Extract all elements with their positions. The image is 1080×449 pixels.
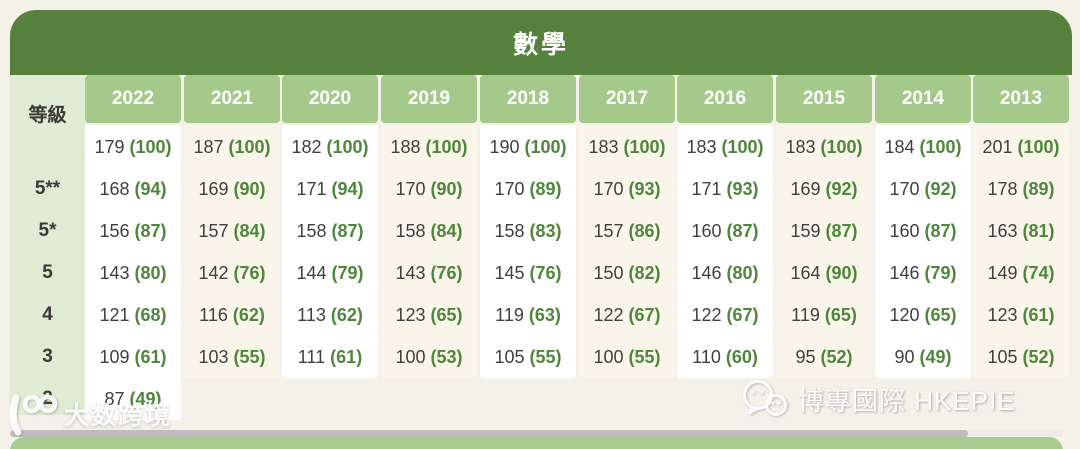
score-cell: 142 (76) [198, 263, 266, 283]
year-header-2021: 2021 [184, 75, 280, 123]
table-title: 數學 [512, 30, 569, 59]
column-background-2021 [184, 125, 280, 378]
score-cell: 90 (49) [894, 347, 952, 367]
column-background-2017 [579, 125, 675, 378]
score-cell: 146 (79) [889, 263, 957, 283]
score-cell: 150 (82) [593, 263, 661, 283]
score-cell: 183 (100) [686, 137, 764, 157]
year-header-2013: 2013 [973, 75, 1069, 123]
score-cell: 158 (87) [296, 221, 364, 241]
column-background-2015 [776, 125, 872, 378]
score-cell: 105 (52) [987, 347, 1055, 367]
score-cell: 119 (63) [495, 305, 561, 325]
score-cell: 149 (74) [987, 263, 1055, 283]
grade-label-5ss: 5** [34, 178, 61, 199]
year-header-2018: 2018 [480, 75, 576, 123]
score-cell: 146 (80) [691, 263, 759, 283]
score-cell: 95 (52) [795, 347, 853, 367]
column-background-2016 [677, 125, 773, 378]
score-cell: 201 (100) [982, 137, 1060, 157]
grade-column-background [10, 75, 85, 415]
score-cell: 123 (65) [395, 305, 463, 325]
score-cell: 158 (83) [494, 221, 562, 241]
score-cell: 145 (76) [494, 263, 562, 283]
score-cell: 87 (49) [104, 389, 162, 409]
watermark-bottom-right: 博專國際 HKEPIE [740, 378, 1016, 420]
grade-label-5s: 5* [38, 220, 57, 241]
score-cell: 188 (100) [390, 137, 468, 157]
score-cell: 171 (94) [296, 179, 364, 199]
score-cell: 169 (92) [790, 179, 858, 199]
score-cell: 157 (86) [593, 221, 661, 241]
grade-label-5: 5 [42, 262, 53, 283]
score-cell: 121 (68) [99, 305, 167, 325]
table-title-bar: 數學 [10, 10, 1072, 75]
score-cell: 120 (65) [889, 305, 957, 325]
score-cell: 171 (93) [691, 179, 759, 199]
column-background-2022 [85, 125, 181, 420]
wechat-icon [740, 378, 790, 420]
score-cell: 144 (79) [296, 263, 364, 283]
score-cell: 190 (100) [489, 137, 567, 157]
year-header-2016: 2016 [677, 75, 773, 123]
grade-label-4: 4 [42, 304, 53, 325]
next-section-header-bar [10, 437, 1063, 449]
score-cell: 122 (67) [593, 305, 661, 325]
score-cell: 169 (90) [198, 179, 266, 199]
score-cell: 168 (94) [99, 179, 167, 199]
column-background-2018 [480, 125, 576, 378]
score-cell: 123 (61) [987, 305, 1055, 325]
horizontal-scrollbar-thumb[interactable] [10, 430, 968, 437]
score-cell: 109 (61) [99, 347, 167, 367]
grade-label-2: 2 [42, 388, 53, 409]
grade-column-header: 等級 [28, 105, 67, 126]
watermark-text: 博專國際 HKEPIE [798, 385, 1016, 416]
score-cell: 170 (92) [889, 179, 957, 199]
score-cell: 183 (100) [588, 137, 666, 157]
score-cell: 170 (89) [494, 179, 562, 199]
score-cell: 111 (61) [297, 347, 363, 367]
year-header-2020: 2020 [282, 75, 378, 123]
score-cell: 170 (93) [593, 179, 661, 199]
column-background-2020 [282, 125, 378, 378]
year-header-2014: 2014 [875, 75, 971, 123]
score-cell: 158 (84) [395, 221, 463, 241]
score-cell: 178 (89) [987, 179, 1055, 199]
score-cell: 116 (62) [199, 305, 265, 325]
score-cell: 157 (84) [198, 221, 266, 241]
score-cell: 100 (53) [395, 347, 463, 367]
score-cell: 164 (90) [790, 263, 858, 283]
score-cell: 143 (80) [99, 263, 167, 283]
year-header-2017: 2017 [579, 75, 675, 123]
score-cell: 119 (65) [791, 305, 857, 325]
column-background-2019 [381, 125, 477, 378]
score-cell: 170 (90) [395, 179, 463, 199]
column-background-2014 [875, 125, 971, 378]
score-cell: 179 (100) [94, 137, 172, 157]
score-cell: 110 (60) [692, 347, 758, 367]
year-header-2022: 2022 [85, 75, 181, 123]
score-cell: 103 (55) [198, 347, 266, 367]
score-cell: 122 (67) [691, 305, 759, 325]
score-cell: 159 (87) [790, 221, 858, 241]
score-cell: 156 (87) [99, 221, 167, 241]
score-cell: 184 (100) [884, 137, 962, 157]
score-cell: 113 (62) [297, 305, 363, 325]
score-cell: 163 (81) [987, 221, 1055, 241]
score-cell: 183 (100) [785, 137, 863, 157]
year-header-2015: 2015 [776, 75, 872, 123]
year-header-2019: 2019 [381, 75, 477, 123]
score-cell: 187 (100) [193, 137, 271, 157]
score-cell: 160 (87) [691, 221, 759, 241]
score-cell: 143 (76) [395, 263, 463, 283]
grade-label-3: 3 [42, 346, 53, 367]
score-cell: 182 (100) [291, 137, 369, 157]
score-cell: 100 (55) [593, 347, 661, 367]
column-background-2013 [973, 125, 1069, 378]
score-cell: 105 (55) [494, 347, 562, 367]
score-cell: 160 (87) [889, 221, 957, 241]
